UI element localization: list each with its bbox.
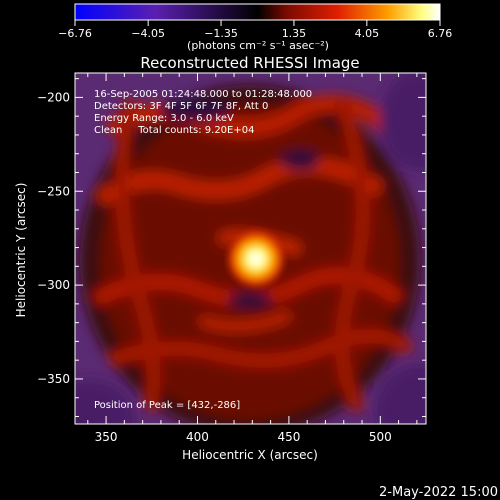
- colorbar-tick-label: −1.35: [204, 27, 238, 40]
- y-axis: −200 −250 −300 −350: [37, 78, 426, 417]
- y-axis-label: Heliocentric Y (arcsec): [14, 183, 28, 318]
- x-axis-label: Heliocentric X (arcsec): [182, 448, 318, 462]
- x-axis: 350 400 450 500: [87, 73, 418, 444]
- info-line: 16-Sep-2005 01:24:48.000 to 01:28:48.000: [94, 89, 312, 100]
- y-tick-label: −200: [37, 90, 70, 104]
- x-tick-label: 450: [277, 430, 300, 444]
- colorbar-ticks: −6.76 −4.05 −1.35 1.35 4.05 6.76: [58, 20, 452, 40]
- colorbar-tick-label: −6.76: [58, 27, 92, 40]
- x-tick-label: 500: [369, 430, 392, 444]
- colorbar-tick-label: 6.76: [428, 27, 453, 40]
- colorbar-frame: [74, 3, 441, 21]
- colorbar-tick-label: 1.35: [282, 27, 307, 40]
- colorbar-tick-label: 4.05: [355, 27, 380, 40]
- observation-info: 16-Sep-2005 01:24:48.000 to 01:28:48.000…: [94, 89, 312, 136]
- info-line: Detectors: 3F 4F 5F 6F 7F 8F, Att 0: [94, 101, 268, 112]
- y-tick-label: −350: [37, 372, 70, 386]
- peak-position-label: Position of Peak = [432,-286]: [94, 400, 240, 411]
- colorbar-tick-label: −4.05: [131, 27, 165, 40]
- y-tick-label: −250: [37, 184, 70, 198]
- footer-date: 2-May-2022 15:00: [379, 485, 498, 500]
- x-tick-label: 400: [186, 430, 209, 444]
- info-line: Clean Total counts: 9.20E+04: [94, 125, 254, 136]
- colorbar-unit-label: (photons cm⁻² s⁻¹ asec⁻²): [187, 39, 329, 52]
- x-tick-label: 350: [95, 430, 118, 444]
- colorbar: [75, 4, 440, 20]
- info-line: Energy Range: 3.0 - 6.0 keV: [94, 113, 234, 124]
- chart-title: Reconstructed RHESSI Image: [140, 54, 359, 72]
- heatmap-image: [75, 73, 426, 424]
- plot-frame: [74, 72, 427, 425]
- y-tick-label: −300: [37, 278, 70, 292]
